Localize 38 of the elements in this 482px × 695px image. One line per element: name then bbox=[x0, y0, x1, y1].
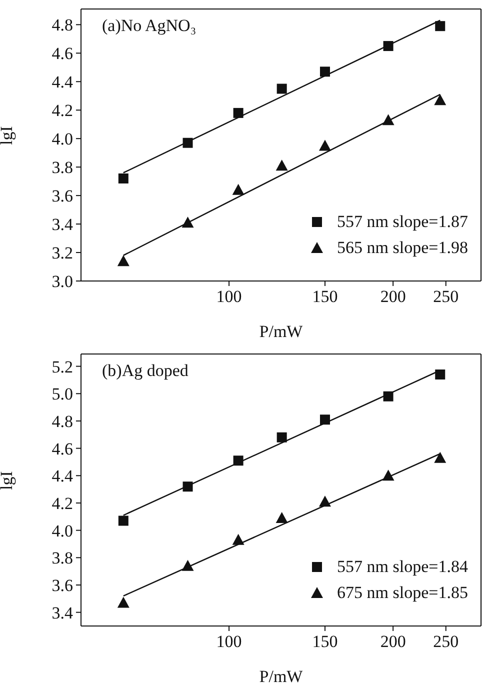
legend-label: 565 nm slope=1.98 bbox=[337, 238, 468, 258]
y-tick-label: 5.0 bbox=[52, 384, 73, 404]
x-tick-label: 200 bbox=[380, 287, 406, 306]
y-tick-label: 4.0 bbox=[52, 521, 73, 540]
y-tick-label: 4.2 bbox=[52, 494, 73, 514]
y-tick-label: 3.4 bbox=[52, 603, 74, 622]
x-tick-label: 250 bbox=[433, 287, 459, 306]
y-axis-title: lgI bbox=[0, 126, 16, 145]
y-tick-label: 3.4 bbox=[52, 215, 74, 234]
y-tick-label: 3.2 bbox=[52, 244, 73, 263]
legend-label: 557 nm slope=1.87 bbox=[337, 212, 468, 232]
y-tick-label: 3.6 bbox=[52, 576, 73, 596]
x-axis-title: P/mW bbox=[259, 322, 304, 341]
x-tick-label: 200 bbox=[380, 632, 406, 652]
y-tick-label: 4.4 bbox=[52, 72, 74, 92]
legend-label: 557 nm slope=1.84 bbox=[337, 557, 468, 577]
x-tick-label: 100 bbox=[216, 287, 242, 306]
y-tick-label: 3.8 bbox=[52, 548, 73, 568]
x-tick-label: 250 bbox=[433, 632, 459, 652]
y-tick-label: 4.6 bbox=[52, 44, 73, 64]
y-tick-label: 4.8 bbox=[52, 16, 73, 35]
y-tick-label: 3.0 bbox=[52, 272, 73, 292]
x-tick-label: 150 bbox=[312, 632, 338, 652]
chart-title: (b)Ag doped bbox=[102, 361, 188, 381]
y-tick-label: 4.2 bbox=[52, 101, 73, 120]
legend-label: 675 nm slope=1.85 bbox=[337, 583, 468, 603]
y-axis-title: lgI bbox=[0, 470, 16, 490]
y-tick-label: 4.0 bbox=[52, 130, 73, 149]
chart-title: (a)No AgNO₃ bbox=[102, 16, 196, 36]
y-tick-label: 4.4 bbox=[52, 466, 74, 486]
x-tick-label: 100 bbox=[216, 632, 242, 652]
x-tick-label: 150 bbox=[312, 287, 338, 306]
y-tick-label: 5.2 bbox=[52, 357, 73, 376]
y-tick-label: 3.8 bbox=[52, 158, 73, 178]
x-axis-title: P/mW bbox=[259, 667, 304, 686]
y-tick-label: 3.6 bbox=[52, 186, 73, 206]
y-tick-label: 4.6 bbox=[52, 439, 73, 458]
y-tick-label: 4.8 bbox=[52, 412, 73, 432]
